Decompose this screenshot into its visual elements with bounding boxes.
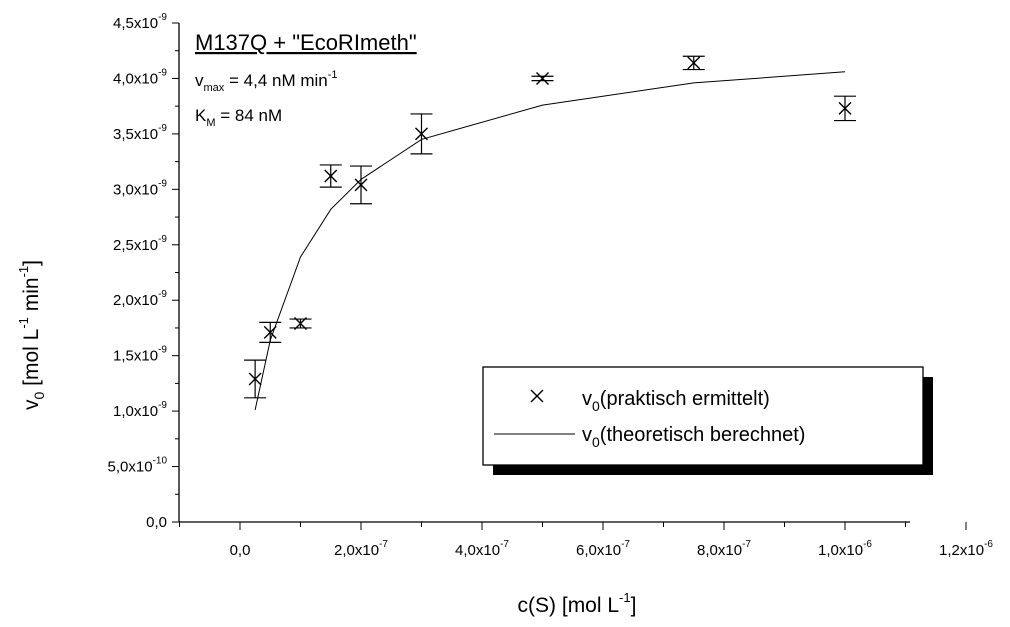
data-point [410, 113, 433, 155]
point-marker [248, 372, 262, 386]
point-marker [324, 169, 338, 183]
x-axis-ticks: 0,0 2,0x10-7 4,0x10-7 6,0x10-7 8,0x10-7 1,0x1… [179, 522, 993, 559]
legend-item-theoretical: v0(theoretisch berechnet) [494, 424, 805, 450]
y-tick-label: 0,0 [146, 514, 167, 531]
x-tick-label: 0,0 [230, 542, 251, 559]
annotation-km: KM = 84 nM [195, 106, 282, 129]
point-marker [415, 127, 428, 141]
point-marker [687, 56, 701, 70]
legend-marker-x [530, 389, 544, 403]
point-marker [838, 101, 852, 115]
data-point [319, 164, 342, 188]
legend: v0(praktisch ermittelt) v0(theoretisch b… [482, 366, 933, 475]
fit-line-series [254, 71, 846, 411]
point-marker [354, 178, 368, 192]
x-axis-title: c(S) [mol L-1] [518, 590, 637, 617]
y-tick-label: 3,0x10-9 [113, 178, 167, 198]
y-tick-label: 5,0x10-10 [108, 456, 168, 476]
y-tick-label: 1,5x10-9 [113, 345, 167, 365]
data-point [259, 321, 282, 343]
kinetics-annotation: M137Q + "EcoRImeth" vmax = 4,4 nM min-1 … [195, 30, 417, 129]
data-point [289, 317, 312, 331]
data-point [531, 71, 554, 85]
legend-box [482, 366, 924, 466]
y-axis-title: v0 [mol L-1 min-1] [16, 260, 47, 410]
y-tick-label: 3,5x10-9 [113, 123, 167, 143]
x-tick-label: 6,0x10-7 [576, 539, 630, 559]
point-marker [294, 317, 307, 331]
x-tick-label: 8,0x10-7 [697, 539, 751, 559]
y-tick-label: 2,5x10-9 [113, 234, 167, 254]
y-tick-label: 2,0x10-9 [113, 289, 167, 309]
y-axis-ticks: 0,0 5,0x10-10 1,0x10-9 1,5x10-9 2,0x10-9 2,5x… [108, 12, 179, 531]
annotation-vmax: vmax = 4,4 nM min-1 [195, 69, 338, 94]
annotation-title: M137Q + "EcoRImeth" [195, 30, 417, 55]
point-marker [536, 71, 549, 85]
data-point [350, 165, 372, 205]
data-point [244, 359, 267, 399]
data-point [834, 95, 856, 122]
y-tick-label: 1,0x10-9 [113, 400, 167, 420]
x-tick-label: 4,0x10-7 [455, 539, 509, 559]
data-points-series [244, 55, 856, 399]
point-marker [263, 325, 277, 339]
data-point [682, 55, 705, 71]
x-tick-label: 1,2x10-6 [939, 539, 993, 559]
fit-line-path [254, 71, 846, 411]
legend-label-measured: v0(praktisch ermittelt) [582, 388, 770, 414]
x-tick-label: 1,0x10-6 [818, 539, 872, 559]
y-tick-label: 4,5x10-9 [113, 12, 167, 32]
legend-item-measured: v0(praktisch ermittelt) [530, 388, 770, 414]
y-tick-label: 4,0x10-9 [113, 67, 167, 87]
x-tick-label: 2,0x10-7 [334, 539, 388, 559]
legend-label-theoretical: v0(theoretisch berechnet) [582, 424, 805, 450]
